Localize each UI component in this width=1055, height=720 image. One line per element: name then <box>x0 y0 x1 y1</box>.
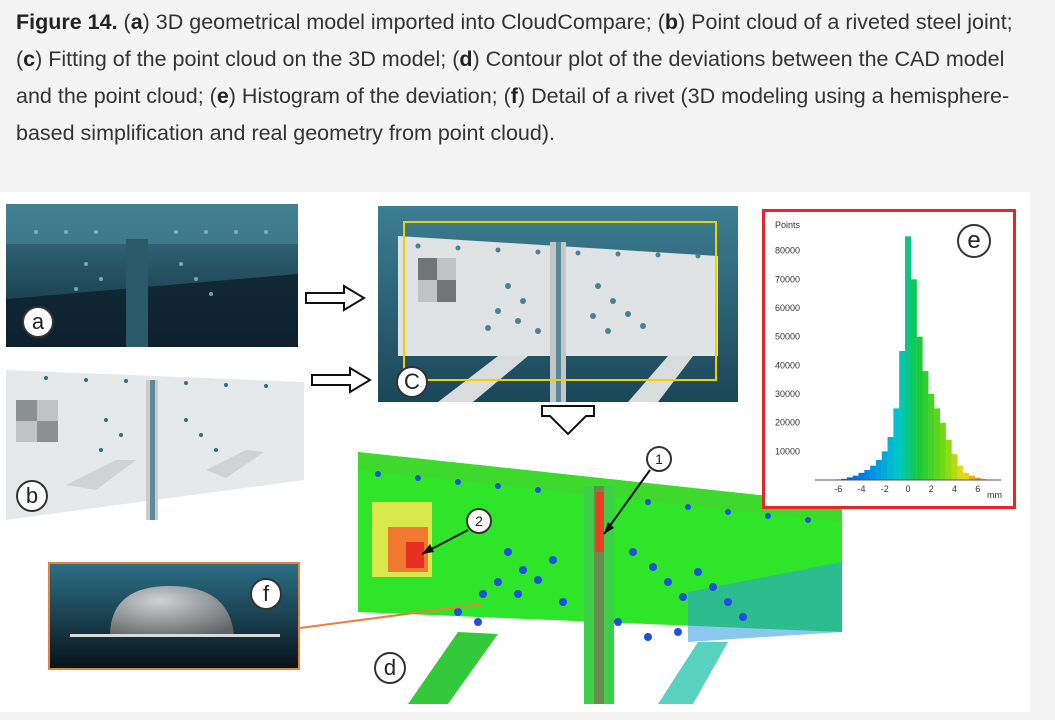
y-tick-label: 30000 <box>775 389 800 399</box>
model-render <box>6 204 298 347</box>
panel-b-point-cloud: b <box>6 360 304 520</box>
histogram-bar <box>916 336 923 480</box>
panel-f-label: f <box>250 578 282 610</box>
panel-a-model: a <box>6 204 298 347</box>
x-tick-label: 0 <box>905 484 910 494</box>
histogram-bar <box>881 451 888 480</box>
panel-a-label: a <box>22 306 54 338</box>
histogram-bar <box>951 454 958 480</box>
panel-c-fitting: C <box>378 206 738 402</box>
fitting-render <box>378 206 738 402</box>
y-tick-label: 10000 <box>775 446 800 456</box>
y-tick-label: 60000 <box>775 303 800 313</box>
caption-panel-letter: e <box>216 84 229 108</box>
histogram-bar <box>974 477 981 480</box>
x-tick-label: 2 <box>929 484 934 494</box>
y-tick-label: 80000 <box>775 246 800 256</box>
y-tick-label: 50000 <box>775 332 800 342</box>
caption-text-segment: ) Detail of a rivet (3D modeling using a… <box>16 84 1010 145</box>
panel-c-label: C <box>396 366 428 398</box>
right-arrow-icon <box>311 366 372 394</box>
x-tick-label: -6 <box>834 484 842 494</box>
callout-1-label: 1 <box>646 446 672 472</box>
caption-panel-letter: d <box>459 47 473 71</box>
down-arrow-icon <box>541 405 595 436</box>
figure-area: a b <box>0 192 1030 712</box>
histogram-bar <box>875 459 882 480</box>
caption-text-segment: ) Histogram of the deviation; ( <box>228 84 511 108</box>
panel-e-label: e <box>957 224 991 258</box>
point-cloud-render <box>6 360 304 520</box>
histogram-bar <box>846 477 853 480</box>
histogram-bar <box>864 469 871 480</box>
histogram-xlabel: mm <box>987 490 1002 500</box>
caption-text-segment: ) Fitting of the point cloud on the 3D m… <box>35 47 460 71</box>
panel-b-label: b <box>16 480 48 512</box>
histogram-bar <box>968 475 975 480</box>
x-tick-label: 4 <box>952 484 957 494</box>
histogram-bar <box>910 279 917 480</box>
histogram-bar <box>870 465 877 480</box>
contour-render <box>358 442 842 704</box>
histogram-bar <box>852 475 859 480</box>
histogram-bar <box>928 394 935 480</box>
caption-text-segment: ) Point cloud of a riveted steel joint; … <box>16 10 1013 71</box>
histogram-bar <box>957 465 964 480</box>
histogram-bar <box>858 472 865 480</box>
callout-2-label: 2 <box>466 508 492 534</box>
histogram-ylabel: Points <box>775 220 801 230</box>
histogram-bar <box>905 236 911 480</box>
histogram-bar <box>922 371 929 480</box>
right-arrow-icon <box>305 284 366 312</box>
histogram-x-axis: -6 -4 -2 0 2 4 6 <box>815 479 1001 494</box>
histogram-bar <box>963 472 970 480</box>
panel-e-histogram: Points 10000 20000 30000 40000 50000 60000 700… <box>762 209 1016 509</box>
histogram-y-axis: 10000 20000 30000 40000 50000 60000 70000 80000 <box>775 246 800 457</box>
caption-panel-letter: c <box>23 47 36 71</box>
x-tick-label: 6 <box>975 484 980 494</box>
histogram-bar <box>934 408 941 480</box>
caption-text-segment: ) 3D geometrical model imported into Clo… <box>142 10 665 34</box>
caption-panel-letter: f <box>510 84 518 108</box>
histogram-bar <box>945 439 952 480</box>
caption-panel-letter: b <box>664 10 679 34</box>
y-tick-label: 20000 <box>775 418 800 428</box>
histogram-bar <box>887 437 894 480</box>
histogram-bar <box>841 478 848 480</box>
histogram-bar <box>939 422 946 480</box>
caption-text: (a) 3D geometrical model imported into C… <box>16 10 1013 145</box>
y-tick-label: 40000 <box>775 360 800 370</box>
figure-caption: Figure 14. (a) 3D geometrical model impo… <box>16 4 1016 152</box>
histogram-bar <box>899 351 906 480</box>
x-tick-label: -2 <box>881 484 889 494</box>
caption-panel-letter: a <box>130 10 143 34</box>
panel-f-rivet: f <box>48 562 300 670</box>
connector-line <box>299 603 483 629</box>
panel-d-label: d <box>374 652 406 684</box>
figure-label: Figure 14. <box>16 10 118 34</box>
caption-text-segment: ) Contour plot of the deviations between… <box>16 47 1005 108</box>
y-tick-label: 70000 <box>775 274 800 284</box>
histogram-bar <box>893 408 900 480</box>
histogram-chart: Points 10000 20000 30000 40000 50000 60000 700… <box>775 220 1002 500</box>
panel-d-contour: 1 2 d <box>358 442 842 704</box>
histogram-bars <box>835 236 987 480</box>
caption-text-segment: ( <box>117 10 131 34</box>
x-tick-label: -4 <box>857 484 865 494</box>
